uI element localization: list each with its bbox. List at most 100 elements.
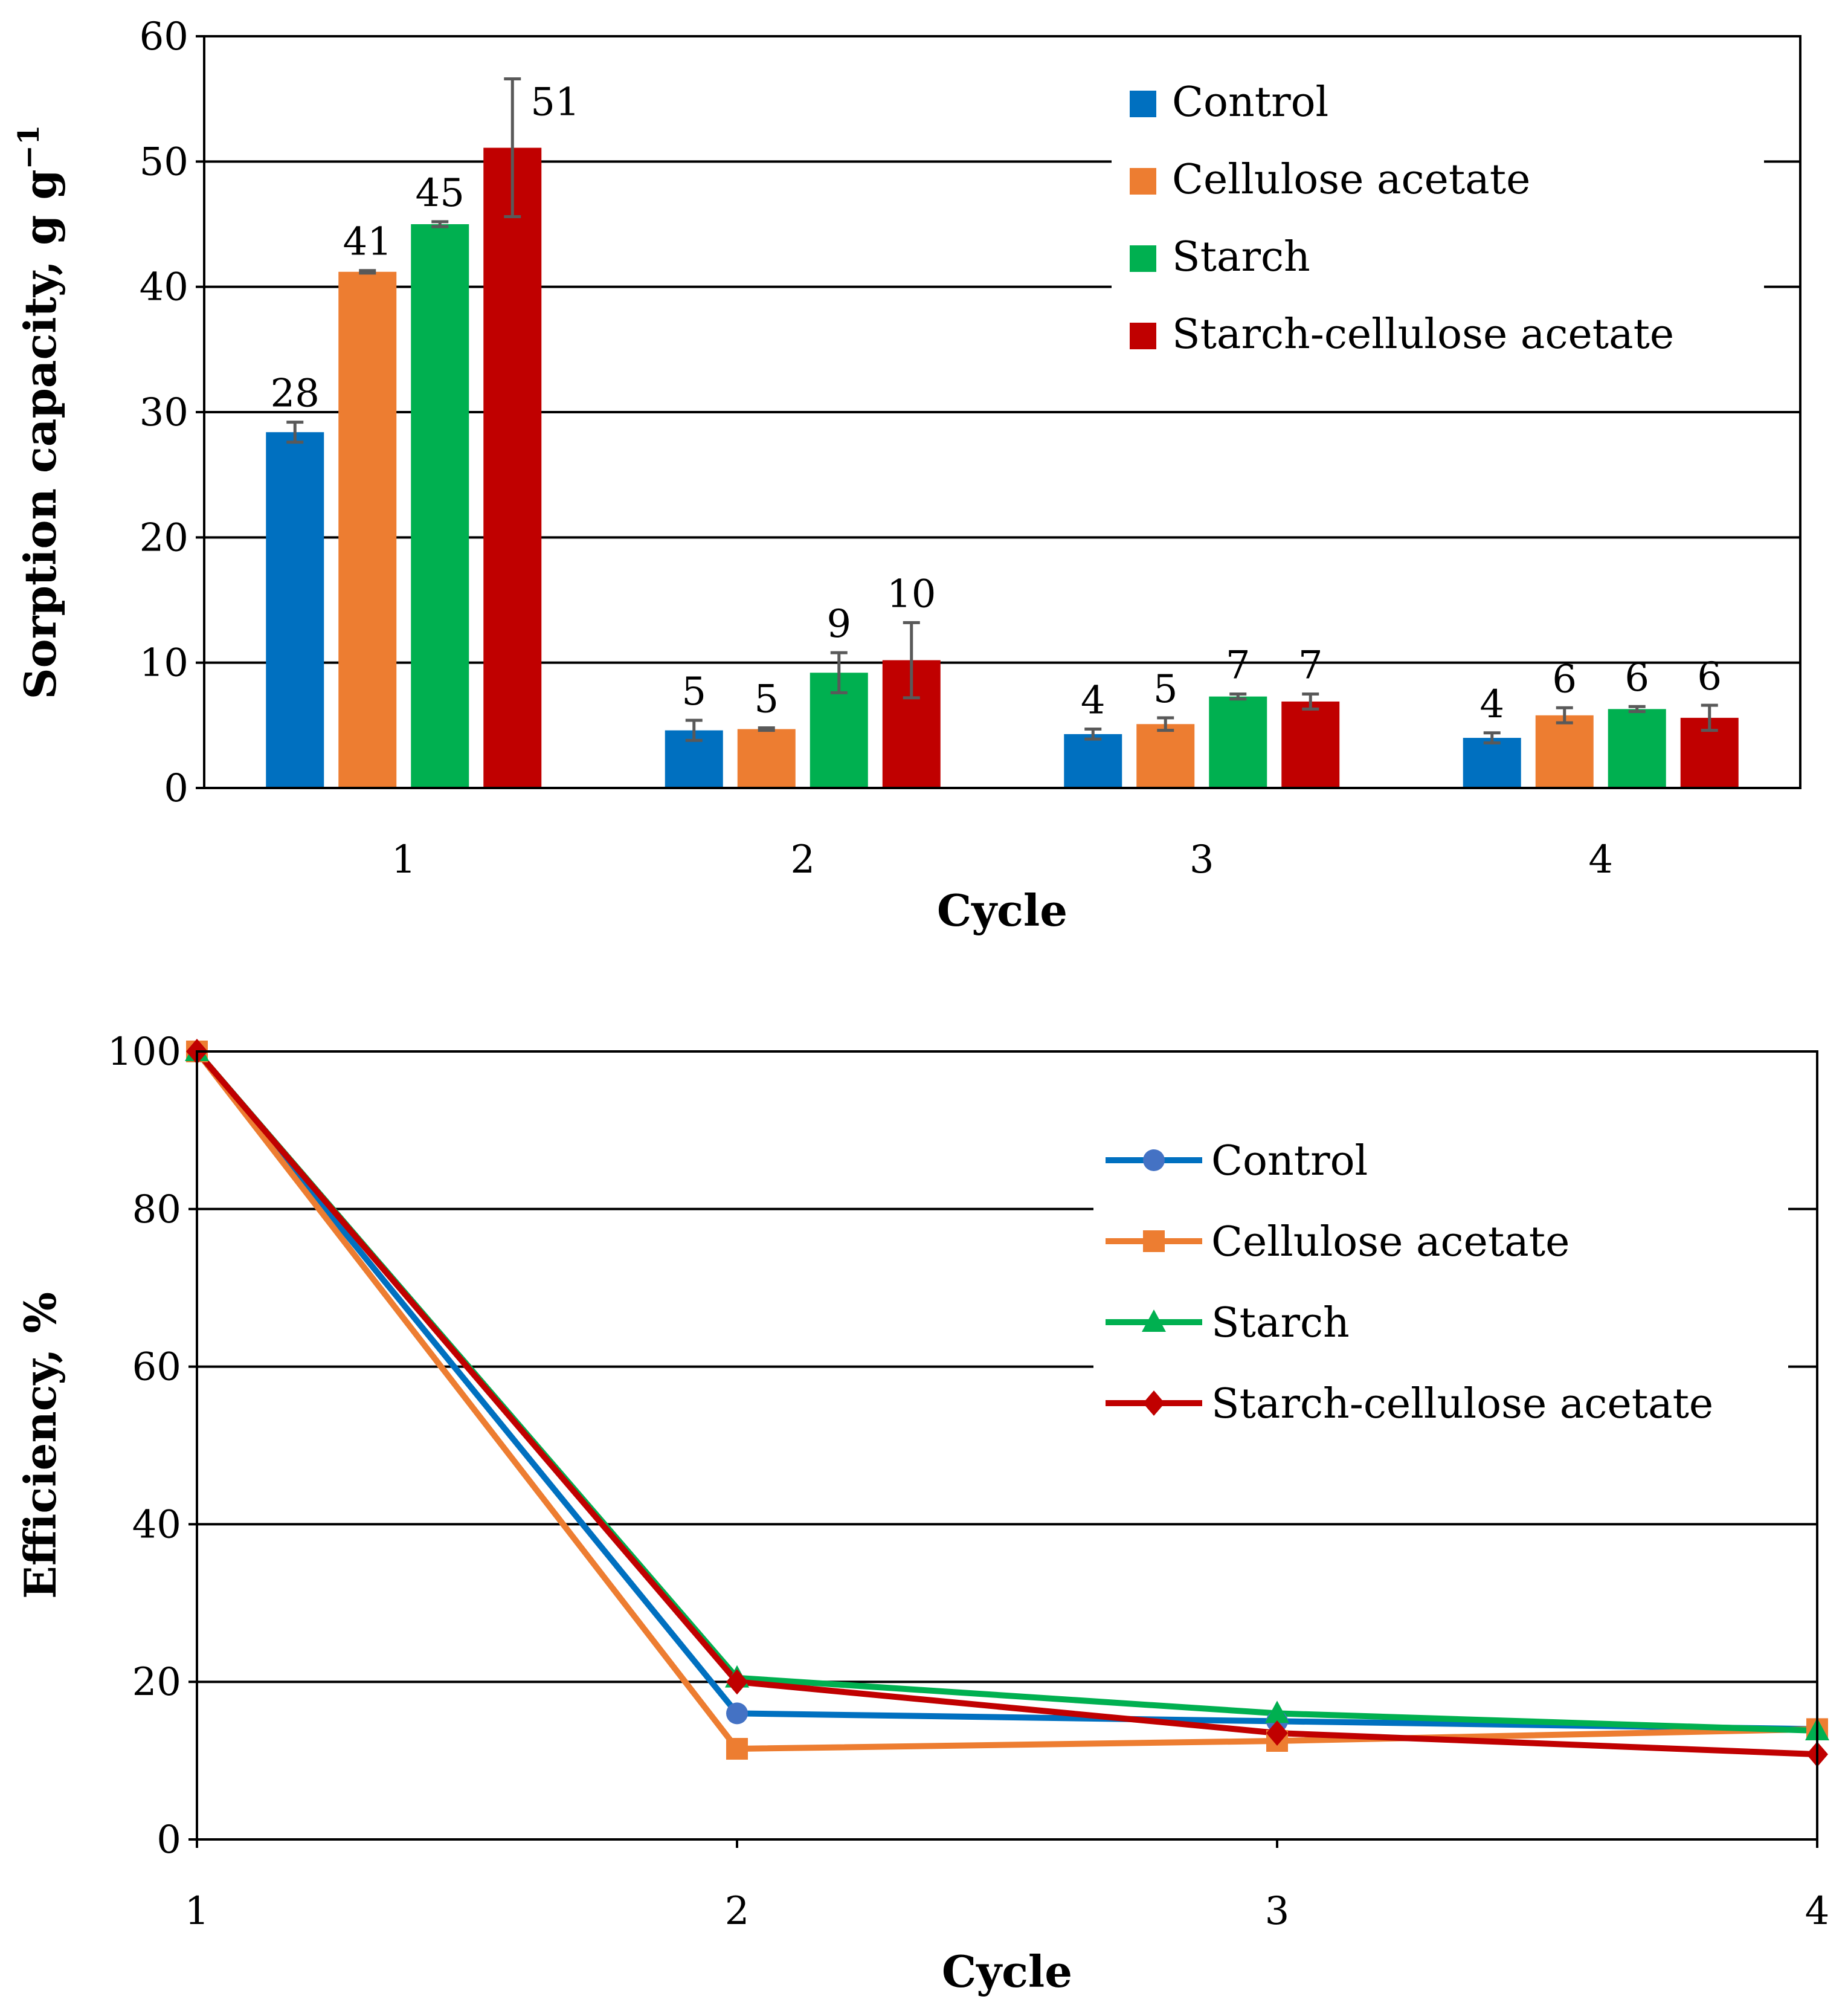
y-tick-label: 50 xyxy=(140,140,188,184)
legend-swatch xyxy=(1130,323,1156,349)
legend: Control Cellulose acetate Starch Starch-cel… xyxy=(1106,1137,1713,1428)
bar-starch-cellulose-acetate-cycle-3 xyxy=(1281,701,1340,788)
error-bar xyxy=(359,269,376,275)
bars xyxy=(266,147,1739,789)
data-label: 10 xyxy=(887,572,936,616)
legend-background xyxy=(1093,1124,1788,1460)
legend-marker xyxy=(1142,1309,1166,1332)
line-starch-cellulose-acetate xyxy=(195,1049,1818,1758)
error-bar xyxy=(1556,706,1573,725)
error-bar xyxy=(830,651,848,694)
error-bar xyxy=(1701,703,1718,732)
bar-starch-cycle-4 xyxy=(1608,709,1666,788)
data-label: 6 xyxy=(1624,656,1649,700)
bar-cellulose-acetate-cycle-3 xyxy=(1136,724,1195,788)
y-tick-label: 30 xyxy=(140,390,188,435)
legend-item: Starch xyxy=(1130,233,1310,281)
legend: Control Cellulose acetate Starch Starch-cel… xyxy=(1130,79,1674,358)
y-axis-title-superscript: −1 xyxy=(12,125,46,170)
legend-label: Control xyxy=(1172,79,1328,126)
legend-label: Starch-cellulose acetate xyxy=(1172,311,1674,358)
y-tick-label: 0 xyxy=(156,1818,181,1862)
point-starch-cycle-3 xyxy=(1265,1700,1289,1723)
error-bar xyxy=(1084,728,1102,741)
x-tick-label: 1 xyxy=(185,1889,210,1934)
legend-swatch xyxy=(1130,245,1156,272)
error-bar xyxy=(903,621,920,700)
y-tick-label: 0 xyxy=(164,766,188,811)
legend-swatch xyxy=(1130,91,1156,117)
legend-marker xyxy=(1143,1390,1165,1416)
error-bar xyxy=(758,726,775,732)
x-axis-title: Cycle xyxy=(942,1946,1072,1997)
error-bar xyxy=(685,718,703,742)
error-bar xyxy=(1229,693,1247,701)
y-axis-title-text: Sorption capacity, g g xyxy=(14,169,66,699)
x-tick-label: 3 xyxy=(1265,1889,1290,1934)
point-starch-cellulose-acetate-cycle-3 xyxy=(1266,1720,1288,1746)
x-tick-labels: 1 2 3 4 xyxy=(391,838,1613,882)
legend-label: Cellulose acetate xyxy=(1172,156,1530,204)
x-tick-label: 2 xyxy=(725,1889,750,1934)
y-tick-label: 60 xyxy=(132,1345,181,1390)
y-tick-labels: 0 20 40 60 80 100 xyxy=(108,1030,181,1862)
y-tick-labels: 0 10 20 30 40 50 60 xyxy=(140,15,188,811)
y-tick-label: 20 xyxy=(140,515,188,560)
error-bar xyxy=(1302,693,1319,711)
x-tick-label: 2 xyxy=(790,838,815,882)
y-tick-label: 80 xyxy=(132,1187,181,1232)
data-label: 6 xyxy=(1552,657,1577,702)
error-bar xyxy=(286,421,304,444)
error-bars xyxy=(286,77,1718,744)
efficiency-chart: 0 20 40 60 80 100 1 2 3 4 Control Cellulose aceta… xyxy=(14,1030,1829,1997)
data-label: 7 xyxy=(1226,644,1251,688)
y-tick-label: 40 xyxy=(132,1502,181,1547)
y-tick-label: 100 xyxy=(108,1030,181,1074)
legend-item: Cellulose acetate xyxy=(1106,1218,1570,1266)
point-cellulose-acetate-cycle-2 xyxy=(726,1738,748,1760)
legend-item: Starch xyxy=(1106,1299,1350,1347)
error-bar xyxy=(1483,731,1501,744)
bar-starch-cellulose-acetate-cycle-1 xyxy=(483,147,542,789)
bar-starch-cycle-1 xyxy=(411,224,469,788)
line-control xyxy=(195,1049,1818,1732)
legend-marker xyxy=(1143,1149,1165,1171)
bar-control-cycle-4 xyxy=(1463,738,1521,788)
data-label: 45 xyxy=(416,171,465,216)
data-label: 28 xyxy=(271,372,320,416)
data-label: 4 xyxy=(1081,679,1106,723)
legend-label: Starch xyxy=(1172,233,1310,281)
data-label: 7 xyxy=(1298,644,1323,688)
data-label: 5 xyxy=(681,670,706,714)
legend-marker xyxy=(1143,1230,1165,1252)
bar-cellulose-acetate-cycle-2 xyxy=(737,729,796,788)
series-lines xyxy=(195,1049,1818,1758)
legend-item: Starch-cellulose acetate xyxy=(1106,1380,1713,1428)
x-tick-label: 3 xyxy=(1190,838,1214,882)
data-label: 41 xyxy=(343,220,392,265)
legend-item: Starch-cellulose acetate xyxy=(1130,311,1674,358)
bar-cellulose-acetate-cycle-4 xyxy=(1535,715,1594,788)
data-label: 9 xyxy=(826,602,851,647)
x-tick-label: 4 xyxy=(1805,1889,1830,1934)
y-tick-label: 20 xyxy=(132,1660,181,1705)
x-tick-label: 4 xyxy=(1588,838,1613,882)
data-label: 5 xyxy=(1153,667,1178,712)
x-tick-label: 1 xyxy=(391,838,416,882)
x-tick-labels: 1 2 3 4 xyxy=(185,1839,1830,1934)
legend-item: Cellulose acetate xyxy=(1130,156,1530,204)
line-cellulose-acetate xyxy=(195,1049,1818,1752)
data-label: 5 xyxy=(754,677,779,722)
legend-label: Starch-cellulose acetate xyxy=(1211,1380,1713,1428)
x-axis-title: Cycle xyxy=(937,885,1067,936)
legend-item: Control xyxy=(1106,1137,1368,1185)
point-control-cycle-2 xyxy=(726,1702,748,1725)
legend-label: Starch xyxy=(1211,1299,1350,1347)
y-axis-title: Efficiency, % xyxy=(14,1292,66,1599)
data-label: 51 xyxy=(530,80,579,124)
error-bar xyxy=(1157,716,1174,732)
bar-control-cycle-1 xyxy=(266,432,324,788)
